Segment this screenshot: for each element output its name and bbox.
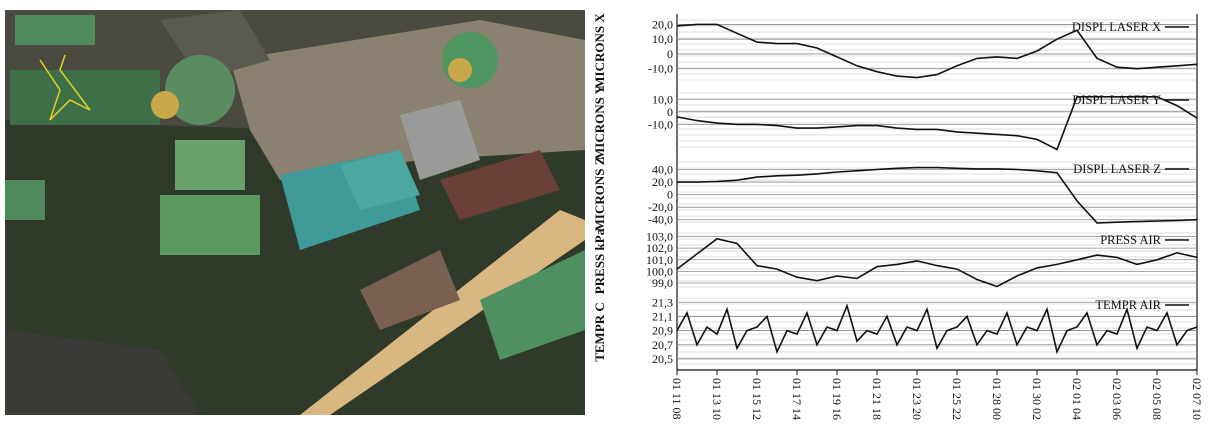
y-tick-label: 102,0: [646, 241, 673, 255]
x-tick-label: 01 28 00: [990, 378, 1004, 420]
legend-label: PRESS AIR: [1100, 233, 1161, 247]
y-tick-label: -40,0: [648, 213, 673, 227]
x-tick-label: 01 23 20: [910, 378, 924, 420]
y-tick-label: 21,1: [652, 309, 673, 323]
x-tick-label: 01 17 14: [790, 378, 804, 420]
y-tick-label: 20,5: [652, 352, 673, 366]
y-tick-label: 99,0: [652, 276, 673, 290]
x-tick-label: 01 25 22: [950, 378, 964, 420]
x-tick-label: 01 11 08: [670, 378, 684, 420]
aerial-photo: [5, 10, 585, 415]
x-tick-label: 02 01 04: [1070, 378, 1084, 420]
y-tick-label: 20,0: [652, 175, 673, 189]
y-axis-label: MICRONS Y: [592, 84, 607, 160]
y-axis-label: MICRONS Z: [592, 156, 607, 231]
legend-label: DISPL LASER Y: [1072, 93, 1161, 107]
y-tick-label: 0: [667, 47, 673, 61]
y-tick-label: 10,0: [652, 32, 673, 46]
x-tick-label: 01 15 12: [750, 378, 764, 420]
x-tick-label: 01 30 02: [1030, 378, 1044, 420]
legend-label: DISPL LASER Z: [1073, 162, 1161, 176]
data-line: [677, 166, 1198, 224]
x-tick-label: 01 19 16: [830, 378, 844, 420]
y-tick-label: 21,3: [652, 295, 673, 309]
y-tick-label: -10,0: [648, 117, 673, 131]
y-tick-label: 20,0: [652, 17, 673, 31]
y-tick-label: 40,0: [652, 163, 673, 177]
y-tick-label: 101,0: [646, 253, 673, 267]
legend-label: TEMPR AIR: [1095, 298, 1161, 312]
y-tick-label: 0: [667, 188, 673, 202]
data-line: [676, 303, 1198, 355]
data-line: [676, 23, 1198, 79]
y-axis-label: PRESS kPa: [592, 228, 607, 294]
y-tick-label: 0: [667, 105, 673, 119]
x-tick-label: 02 03 06: [1110, 378, 1124, 420]
y-tick-label: 20,9: [652, 324, 673, 338]
y-tick-label: -20,0: [648, 200, 673, 214]
y-tick-label: 103,0: [646, 229, 673, 243]
legend-label: DISPL LASER X: [1072, 20, 1161, 34]
x-tick-label: 01 21 18: [870, 378, 884, 420]
y-axis-label: TEMPR C: [592, 302, 607, 362]
x-tick-label: 02 07 10: [1190, 378, 1204, 420]
y-tick-label: -10,0: [648, 62, 673, 76]
y-tick-label: 20,7: [652, 338, 673, 352]
y-tick-label: 10,0: [652, 92, 673, 106]
data-line: [676, 96, 1198, 151]
data-line: [676, 237, 1198, 288]
y-axis-label: MICRONS X: [592, 13, 607, 89]
y-tick-label: 100,0: [646, 264, 673, 278]
x-tick-label: 01 13 10: [710, 378, 724, 420]
x-tick-label: 02 05 08: [1150, 378, 1164, 420]
